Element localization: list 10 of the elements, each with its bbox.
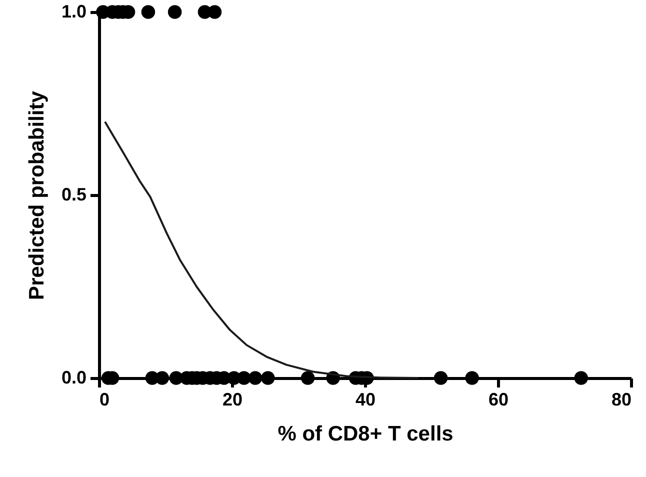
x-tick-label: 20 bbox=[222, 390, 243, 410]
y-axis-title: Predicted probability bbox=[25, 90, 48, 300]
x-tick-label: 60 bbox=[488, 390, 509, 410]
y-tick-label: 1.0 bbox=[61, 2, 86, 22]
y-tick-label: 0.0 bbox=[61, 368, 86, 388]
x-tick-label: 80 bbox=[611, 390, 632, 410]
x-tick-label: 40 bbox=[355, 390, 376, 410]
x-axis-title: % of CD8+ T cells bbox=[278, 422, 454, 446]
y-tick-label: 0.5 bbox=[61, 184, 86, 204]
x-tick-label: 0 bbox=[100, 390, 110, 410]
